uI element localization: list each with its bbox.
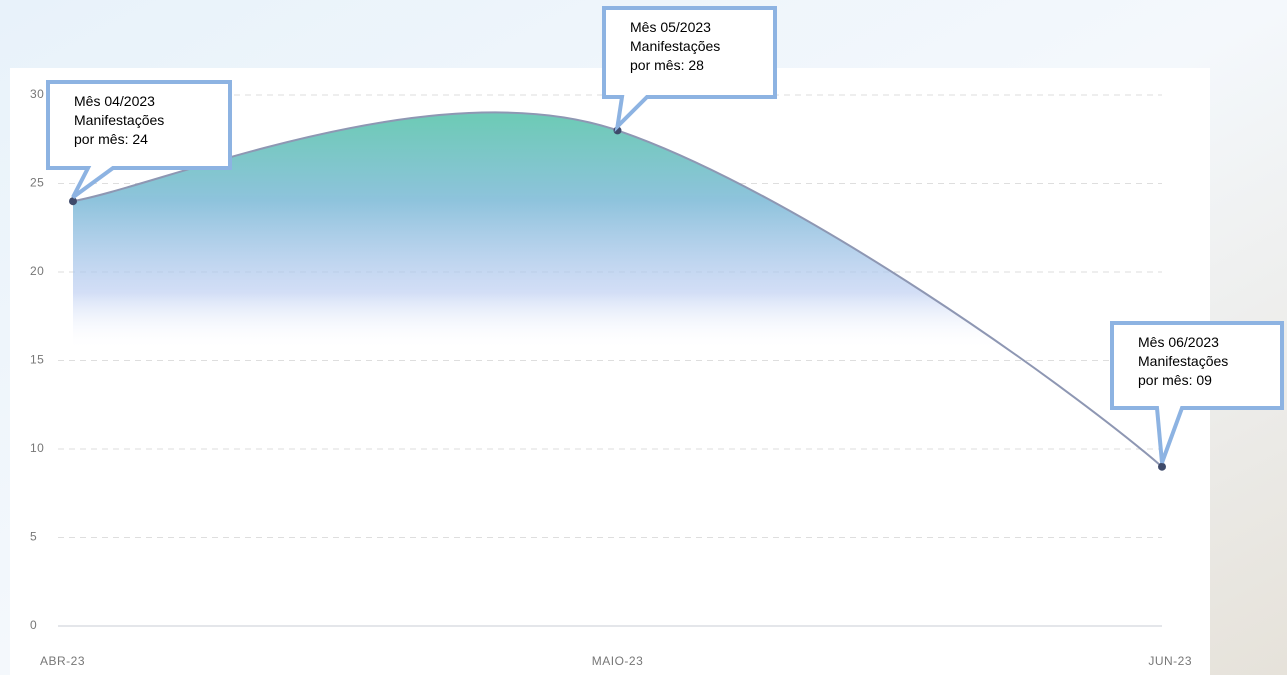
x-tick-label: MAIO-23 bbox=[592, 654, 644, 668]
y-tick-label: 10 bbox=[30, 441, 44, 455]
y-tick-label: 30 bbox=[30, 87, 44, 101]
callout-text: Manifestações bbox=[1138, 353, 1228, 369]
callout-text: Mês 04/2023 bbox=[74, 93, 155, 109]
callout-text: Manifestações bbox=[630, 38, 720, 54]
callout-text: por mês: 09 bbox=[1138, 372, 1212, 388]
x-tick-label: ABR-23 bbox=[40, 654, 85, 668]
callout-text: Manifestações bbox=[74, 112, 164, 128]
callout-text: por mês: 24 bbox=[74, 131, 148, 147]
y-tick-label: 15 bbox=[30, 353, 44, 367]
y-tick-label: 20 bbox=[30, 264, 44, 278]
data-point bbox=[69, 197, 77, 205]
y-tick-label: 25 bbox=[30, 176, 44, 190]
callout-text: Mês 06/2023 bbox=[1138, 334, 1219, 350]
page: 0 5 10 15 20 25 30 ABR-23 MAIO-23 JUN-23 Mês 04/20… bbox=[0, 0, 1287, 675]
y-tick-label: 0 bbox=[30, 618, 37, 632]
callout-text: Mês 05/2023 bbox=[630, 19, 711, 35]
chart: 0 5 10 15 20 25 30 ABR-23 MAIO-23 JUN-23 Mês 04/20… bbox=[0, 0, 1287, 675]
data-point bbox=[1158, 463, 1166, 471]
callout-text: por mês: 28 bbox=[630, 57, 704, 73]
x-tick-label: JUN-23 bbox=[1148, 654, 1192, 668]
y-tick-label: 5 bbox=[30, 530, 37, 544]
